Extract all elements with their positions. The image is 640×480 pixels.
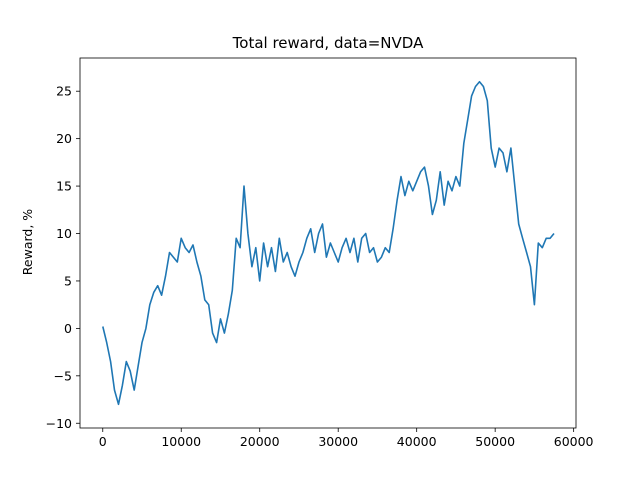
x-tick-label: 10000 (161, 434, 201, 449)
x-tick-label: 40000 (397, 434, 437, 449)
y-tick-label: 5 (64, 273, 72, 288)
y-tick-label: 20 (56, 131, 72, 146)
x-axis: 0 10000 20000 30000 40000 50000 60000 (99, 428, 594, 449)
y-tick-label: 10 (56, 226, 72, 241)
y-tick-label: 0 (64, 321, 72, 336)
y-tick-label: −5 (54, 368, 72, 383)
y-axis: −10 −5 0 5 10 15 20 25 (46, 84, 80, 431)
plot-area (102, 80, 555, 406)
chart-title: Total reward, data=NVDA (232, 34, 424, 52)
x-tick-label: 50000 (475, 434, 515, 449)
y-axis-title: Reward, % (20, 209, 35, 275)
x-tick-label: 0 (99, 434, 107, 449)
plot-frame (79, 57, 577, 429)
x-tick-label: 30000 (318, 434, 358, 449)
x-tick-label: 60000 (554, 434, 594, 449)
y-tick-label: −10 (46, 416, 72, 431)
y-tick-label: 25 (56, 84, 72, 99)
series-line-0 (102, 80, 555, 406)
y-tick-label: 15 (56, 179, 72, 194)
x-tick-label: 20000 (240, 434, 280, 449)
